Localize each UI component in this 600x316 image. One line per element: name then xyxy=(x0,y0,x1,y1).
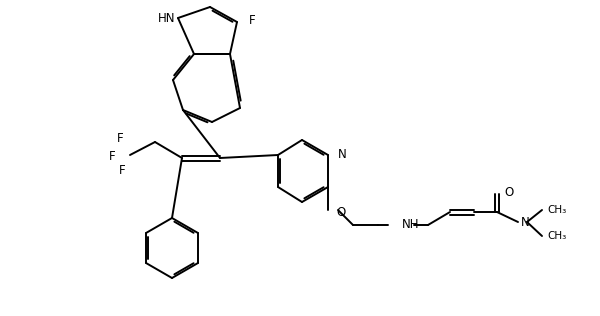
Text: O: O xyxy=(336,205,345,218)
Text: NH: NH xyxy=(402,218,419,232)
Text: HN: HN xyxy=(157,13,175,26)
Text: F: F xyxy=(109,150,116,163)
Text: CH₃: CH₃ xyxy=(547,231,566,241)
Text: F: F xyxy=(119,165,126,178)
Text: O: O xyxy=(504,185,513,198)
Text: N: N xyxy=(206,0,215,1)
Text: CH₃: CH₃ xyxy=(547,205,566,215)
Text: F: F xyxy=(249,14,256,27)
Text: N: N xyxy=(338,149,347,161)
Text: N: N xyxy=(521,216,530,229)
Text: F: F xyxy=(118,132,124,145)
